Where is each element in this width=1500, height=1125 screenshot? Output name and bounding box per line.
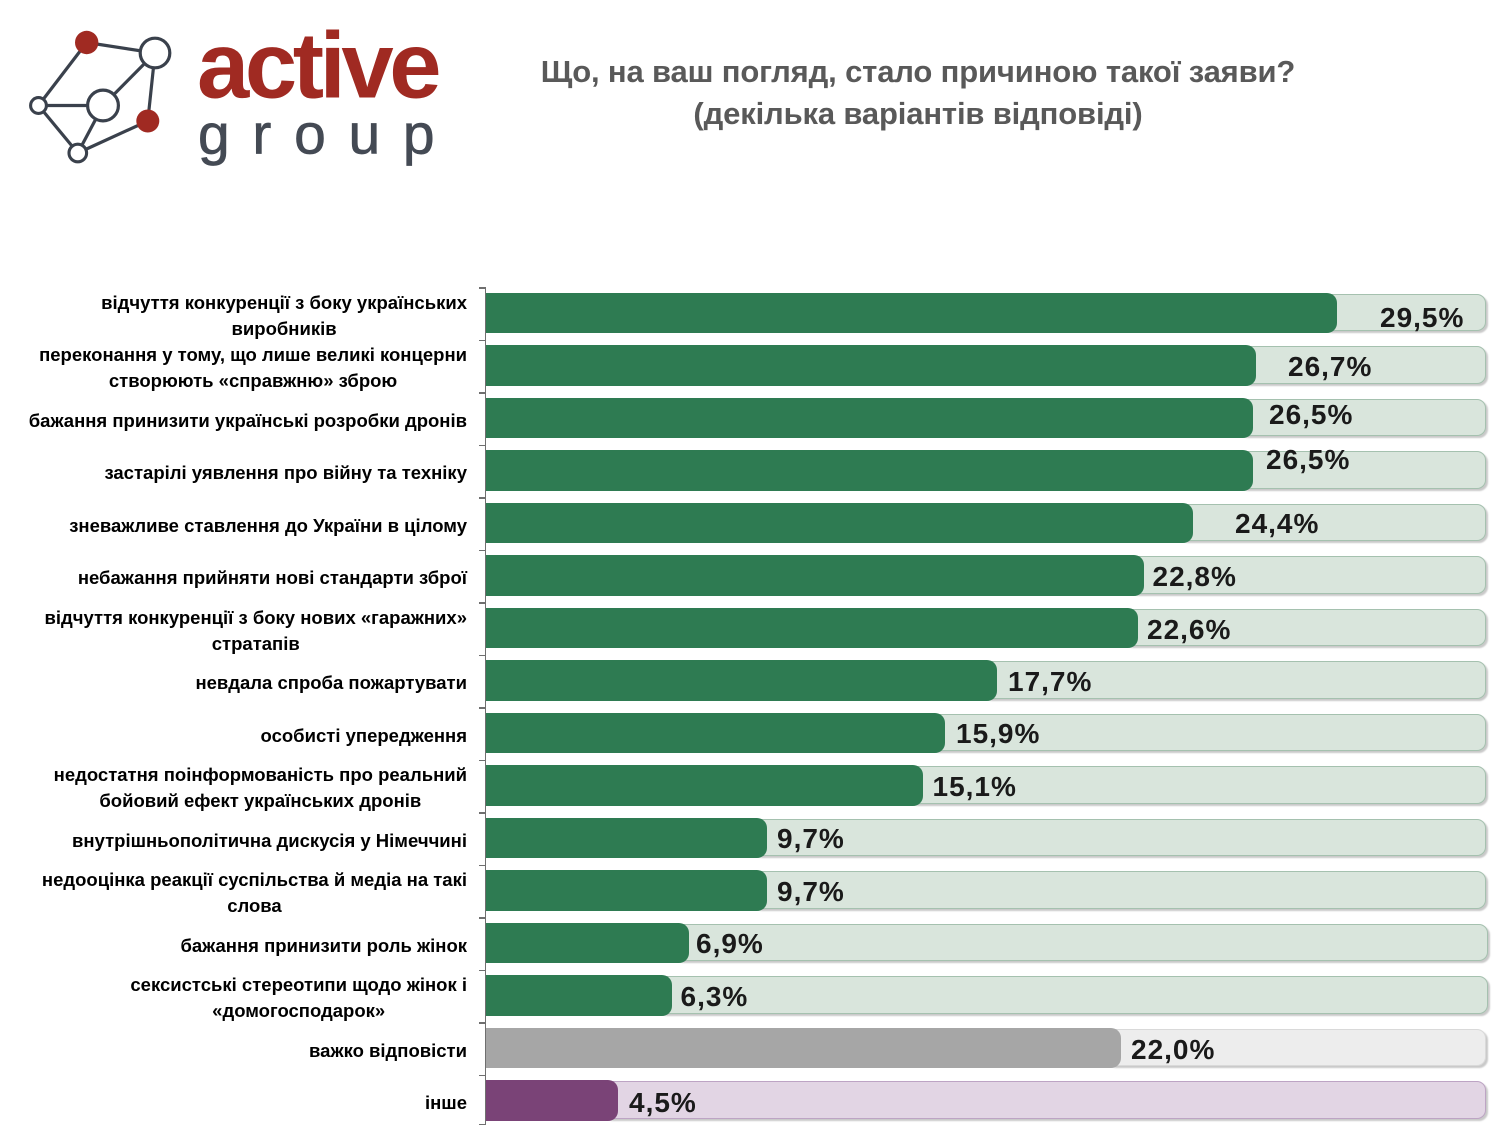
svg-text:active: active [197,13,439,118]
svg-text:group: group [198,103,457,167]
